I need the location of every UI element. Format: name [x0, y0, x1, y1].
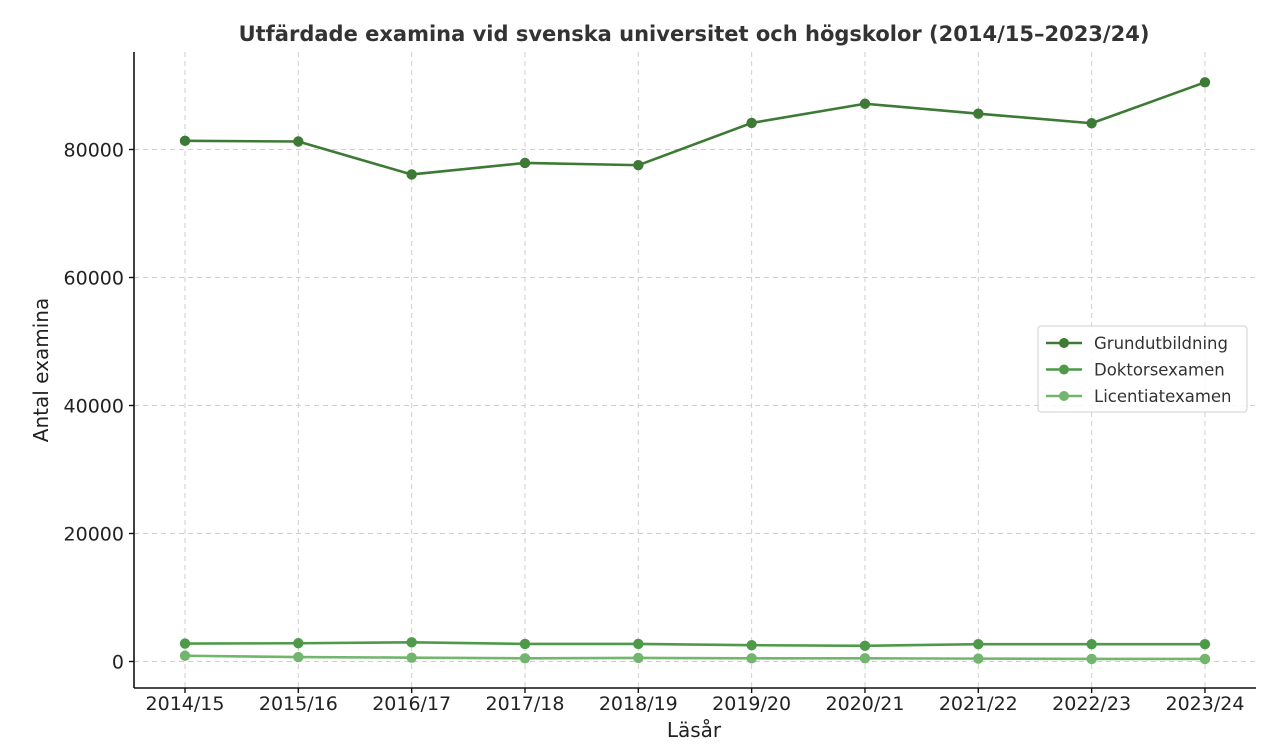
data-point	[746, 117, 757, 129]
data-point	[1086, 639, 1097, 650]
data-point	[633, 159, 644, 171]
legend-marker-icon	[1059, 338, 1069, 348]
legend-marker-icon	[1059, 364, 1069, 375]
series-doktorsexamen	[179, 637, 1211, 652]
series-line	[184, 654, 1205, 661]
series-licentiatexamen	[179, 650, 1211, 665]
y-axis-ticks: 0 20000 40000 60000 80000	[64, 140, 134, 674]
data-point	[1086, 653, 1097, 665]
data-point	[973, 639, 984, 650]
data-point	[293, 638, 304, 649]
x-tick-label: 2018/19	[599, 693, 678, 715]
x-tick-label: 2014/15	[146, 693, 225, 715]
data-point	[1199, 77, 1211, 88]
data-point	[179, 638, 191, 649]
x-tick-label: 2015/16	[259, 693, 338, 715]
legend-box	[1037, 325, 1248, 413]
legend-label: Licentiatexamen	[1094, 387, 1232, 406]
data-point	[519, 638, 531, 650]
x-tick-label: 2020/21	[826, 693, 905, 715]
legend-marker-icon	[1059, 391, 1069, 401]
y-axis-label: Antal examina	[29, 298, 53, 442]
data-point	[1199, 653, 1211, 665]
x-tick-label: 2019/20	[712, 693, 791, 715]
x-tick-label: 2016/17	[372, 693, 451, 715]
x-tick-label: 2023/24	[1166, 693, 1245, 715]
data-point	[1086, 118, 1097, 129]
data-point	[406, 169, 417, 180]
data-point	[859, 653, 871, 664]
y-tick-label: 0	[112, 652, 124, 674]
y-tick-label: 80000	[64, 140, 124, 162]
y-tick-label: 20000	[64, 524, 124, 546]
data-point	[1199, 639, 1211, 650]
x-axis-ticks: 2014/15 2015/16 2016/17 2017/18 2018/19 2019/…	[146, 688, 1245, 715]
data-point	[179, 650, 191, 661]
data-point	[633, 652, 644, 664]
x-tick-label: 2017/18	[486, 693, 565, 715]
x-axis-label: Läsår	[667, 718, 722, 742]
series-group	[179, 77, 1211, 665]
legend: Grundutbildning Doktorsexamen Licentiatexa…	[1037, 325, 1248, 413]
series-line	[184, 640, 1205, 648]
data-point	[519, 653, 531, 664]
data-point	[859, 98, 871, 109]
data-point	[293, 651, 304, 663]
data-point	[406, 637, 417, 648]
data-point	[293, 136, 304, 147]
data-point	[746, 653, 757, 664]
y-tick-label: 60000	[64, 268, 124, 290]
data-point	[973, 108, 984, 119]
data-point	[519, 157, 531, 169]
chart-title: Utfärdade examina vid svenska universite…	[239, 22, 1150, 46]
data-point	[179, 135, 191, 147]
x-tick-label: 2022/23	[1052, 693, 1131, 715]
y-tick-label: 40000	[64, 396, 124, 418]
data-point	[859, 640, 871, 652]
data-point	[973, 653, 984, 664]
series-line	[184, 81, 1206, 176]
x-tick-label: 2021/22	[939, 693, 1018, 715]
data-point	[633, 638, 644, 650]
data-point	[406, 652, 417, 663]
legend-label: Doktorsexamen	[1094, 361, 1225, 380]
data-point	[746, 639, 757, 651]
legend-label: Grundutbildning	[1094, 334, 1228, 353]
series-grundutbildning	[179, 77, 1211, 180]
